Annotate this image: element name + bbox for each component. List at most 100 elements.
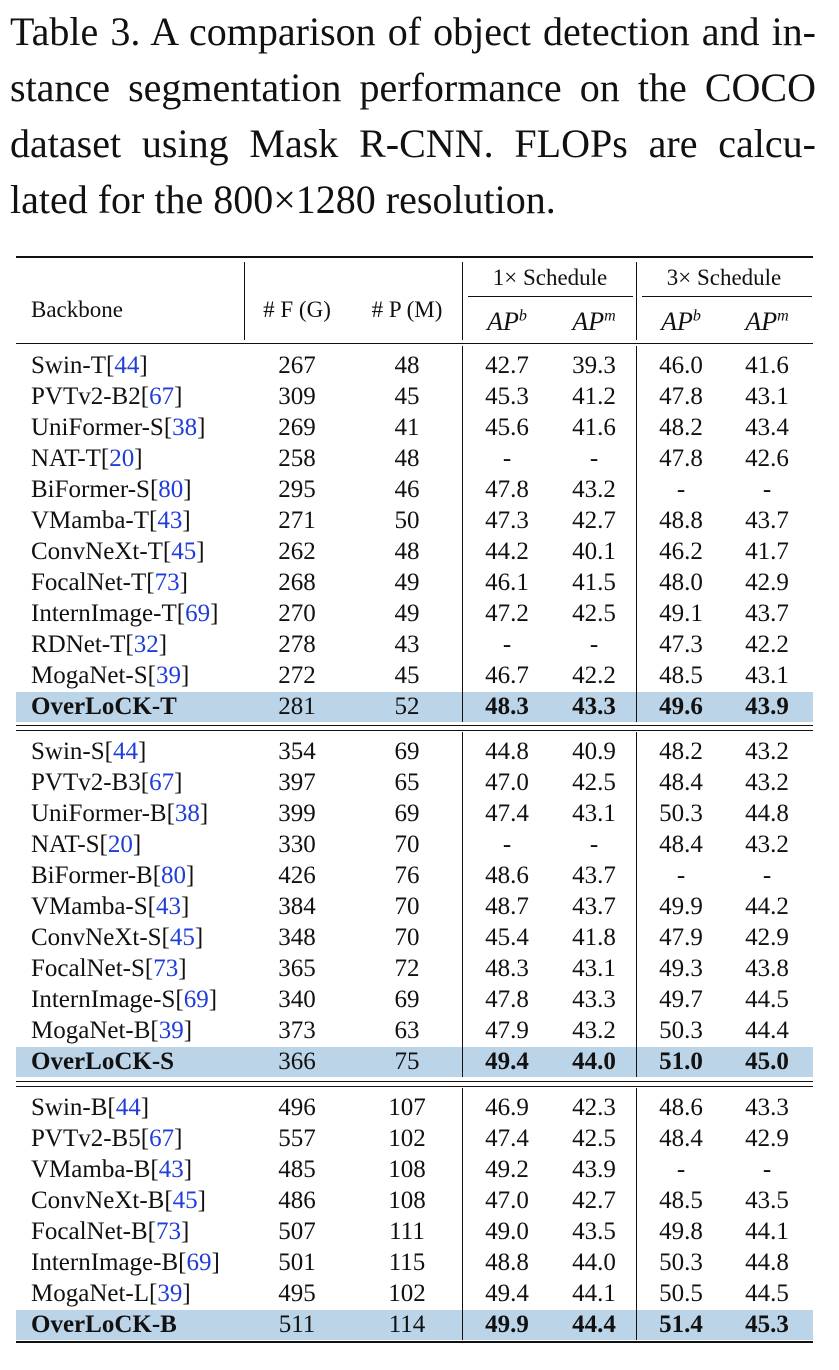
citation-link[interactable]: 43 [158, 1156, 184, 1183]
citation-link[interactable]: 67 [149, 383, 175, 410]
ap-mask-3x-value: 42.2 [745, 631, 789, 658]
ap-box-3x-value: 50.3 [659, 1017, 703, 1044]
column-separator [462, 346, 464, 722]
caption-line: Table 3. A comparison of object detectio… [10, 9, 816, 54]
backbone-name: MogaNet-B[39] [31, 1017, 193, 1044]
flops-value: 267 [278, 352, 316, 379]
citation-link[interactable]: 69 [183, 986, 209, 1013]
ap-box-1x-value: 47.2 [485, 600, 529, 627]
citation-link[interactable]: 45 [171, 538, 197, 565]
ap-box-1x-value: 46.9 [485, 1094, 529, 1121]
backbone-name: VMamba-T[43] [31, 507, 191, 534]
citation-link[interactable]: 43 [155, 893, 181, 920]
citation-link[interactable]: 67 [149, 1125, 175, 1152]
ap-mask-1x-value: 43.7 [572, 862, 616, 889]
ap-box-1x-value: 46.7 [485, 662, 529, 689]
ap-mask-1x-value: 43.3 [572, 986, 616, 1013]
ap-box-1x-value: - [502, 445, 512, 472]
params-value: 69 [394, 738, 420, 765]
params-value: 50 [394, 507, 420, 534]
citation-link[interactable]: 39 [158, 1017, 184, 1044]
citation-link[interactable]: 38 [174, 800, 200, 827]
backbone-name: FocalNet-S[73] [31, 955, 187, 982]
citation-link[interactable]: 44 [115, 1094, 141, 1121]
ap-box-1x-value: - [502, 831, 512, 858]
ap-box-3x-value: 49.7 [659, 986, 703, 1013]
ap-box-1x-value: 48.6 [485, 862, 529, 889]
citation-link[interactable]: 32 [133, 631, 159, 658]
flops-value: 258 [278, 445, 316, 472]
ap-box-1x-value: 45.4 [485, 924, 529, 951]
citation-link[interactable]: 20 [107, 831, 133, 858]
citation-link[interactable]: 39 [157, 1280, 183, 1307]
flops-value: 295 [278, 476, 316, 503]
ap-box-1x-value: 47.0 [485, 1187, 529, 1214]
citation-link[interactable]: 73 [153, 955, 179, 982]
backbone-name: NAT-T[20] [31, 445, 143, 472]
citation-link[interactable]: 45 [169, 924, 195, 951]
citation-link[interactable]: 73 [154, 569, 180, 596]
ap-mask-1x-value: 42.7 [572, 1187, 616, 1214]
ap-mask-3x-value: 43.1 [745, 383, 789, 410]
ap-mask-1x-value: 43.5 [572, 1218, 616, 1245]
ap-mask-3x-value: 44.1 [745, 1218, 789, 1245]
ap-mask-1x-value: 39.3 [572, 352, 616, 379]
ap-box-3x-value: 47.8 [659, 445, 703, 472]
ap-box-1x-value: 48.3 [485, 955, 529, 982]
citation-link[interactable]: 69 [186, 1249, 212, 1276]
flops-value: 281 [278, 693, 316, 720]
header-flops: # F (G) [263, 297, 331, 322]
column-separator [636, 732, 638, 1077]
header-ap-mask-1x: APm [572, 307, 616, 336]
ap-mask-1x-value: 41.2 [572, 383, 616, 410]
ap-mask-3x-value: 43.2 [745, 738, 789, 765]
backbone-name: PVTv2-B3[67] [31, 769, 183, 796]
flops-value: 309 [278, 383, 316, 410]
ap-mask-1x-value: 43.1 [572, 955, 616, 982]
header-ap-box-1x: APb [487, 307, 527, 336]
citation-link[interactable]: 73 [155, 1218, 181, 1245]
params-value: 108 [388, 1187, 426, 1214]
backbone-name: VMamba-B[43] [31, 1156, 193, 1183]
citation-link[interactable]: 38 [172, 414, 198, 441]
params-value: 49 [394, 569, 420, 596]
ap-mask-1x-value: 41.6 [572, 414, 616, 441]
ap-box-1x-value: 47.8 [485, 986, 529, 1013]
citation-link[interactable]: 43 [157, 507, 183, 534]
header-rule [16, 343, 813, 344]
params-value: 63 [394, 1017, 420, 1044]
params-value: 75 [394, 1048, 420, 1075]
ap-mask-3x-value: - [762, 476, 772, 503]
citation-link[interactable]: 20 [109, 445, 135, 472]
flops-value: 340 [278, 986, 316, 1013]
citation-link[interactable]: 80 [161, 862, 187, 889]
ap-box-1x-value: 47.9 [485, 1017, 529, 1044]
backbone-name: Swin-T[44] [31, 352, 148, 379]
ap-box-1x-value: 47.3 [485, 507, 529, 534]
citation-link[interactable]: 67 [149, 769, 175, 796]
ap-superscript: b [692, 307, 701, 325]
backbone-name: BiFormer-S[80] [31, 476, 192, 503]
citation-link[interactable]: 80 [158, 476, 184, 503]
ap-box-3x-value: 50.3 [659, 800, 703, 827]
ap-mask-3x-value: 44.5 [745, 1280, 789, 1307]
ap-mask-3x-value: 43.3 [745, 1094, 789, 1121]
citation-link[interactable]: 39 [155, 662, 181, 689]
ap-superscript: m [777, 307, 789, 325]
ap-mask-3x-value: 43.5 [745, 1187, 789, 1214]
citation-link[interactable]: 44 [114, 352, 140, 379]
flops-value: 268 [278, 569, 316, 596]
citation-link[interactable]: 69 [185, 600, 211, 627]
citation-link[interactable]: 45 [172, 1187, 198, 1214]
ap-mask-1x-value: 43.9 [572, 1156, 616, 1183]
ap-box-3x-value: 48.2 [659, 414, 703, 441]
backbone-name: ConvNeXt-T[45] [31, 538, 205, 565]
ap-mask-1x-value: 43.2 [572, 476, 616, 503]
flops-value: 269 [278, 414, 316, 441]
ap-box-3x-value: 50.5 [659, 1280, 703, 1307]
ap-box-1x-value: 49.0 [485, 1218, 529, 1245]
params-value: 102 [388, 1125, 426, 1152]
backbone-name: BiFormer-B[80] [31, 862, 195, 889]
ap-mask-3x-value: - [762, 862, 772, 889]
citation-link[interactable]: 44 [112, 738, 138, 765]
